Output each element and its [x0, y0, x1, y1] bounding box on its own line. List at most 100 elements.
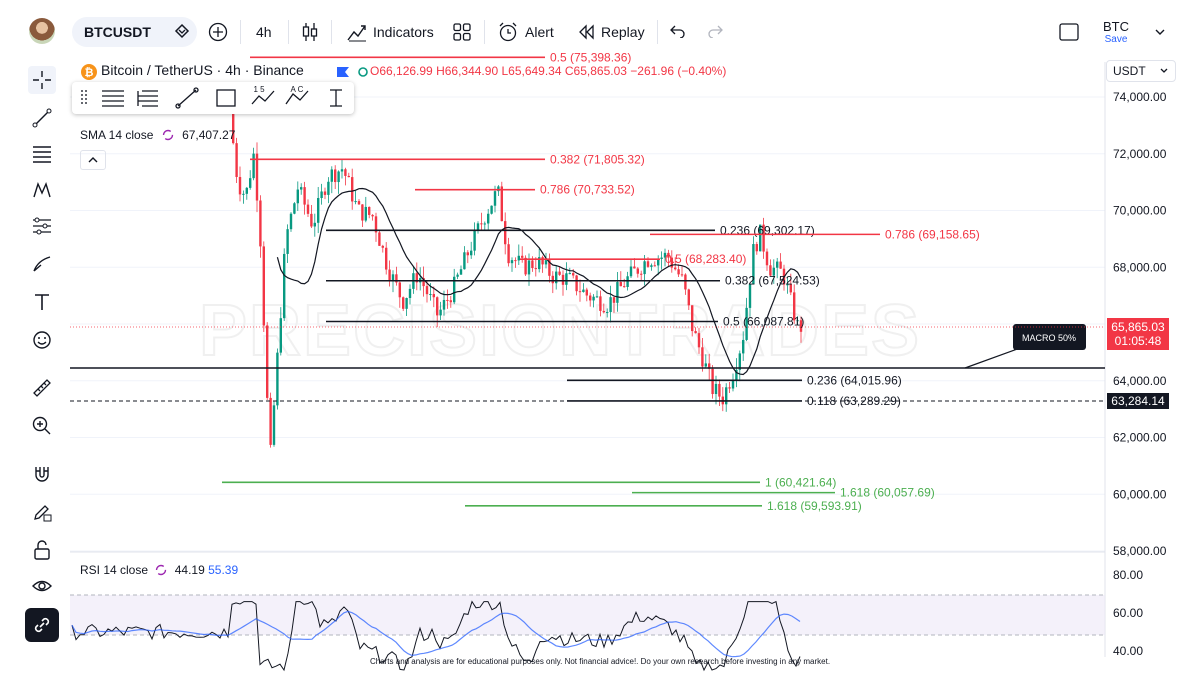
abc-pattern-icon	[285, 90, 309, 105]
candle-body	[255, 153, 259, 201]
candle-body	[572, 273, 575, 276]
replay-icon[interactable]	[577, 24, 595, 40]
candle-body	[327, 181, 330, 195]
prediction-tool[interactable]	[28, 212, 56, 240]
candle-body	[568, 273, 571, 275]
candle-body	[680, 274, 684, 276]
candle-body	[745, 307, 748, 340]
add-symbol-icon[interactable]	[208, 22, 228, 42]
unlock-icon	[34, 540, 50, 560]
currency-select[interactable]: USDT	[1106, 60, 1176, 82]
rsi-legend[interactable]: RSI 14 close 44.19 55.39	[80, 563, 238, 577]
price-tick-label: 60,000.00	[1113, 487, 1167, 501]
candle-body	[748, 284, 752, 308]
macro-label: MACRO 50%	[1022, 333, 1076, 343]
current-price-tag	[1107, 318, 1169, 350]
price-tick-label: 64,000.00	[1113, 374, 1167, 388]
open-value: O66,126.99	[370, 64, 433, 78]
ohlc-values: O66,126.99 H66,344.90 L65,649.34 C65,865…	[370, 64, 726, 78]
candle-body	[657, 258, 660, 266]
candle-body	[374, 216, 378, 233]
crosshair-tool[interactable]	[28, 66, 56, 94]
magnet-tool[interactable]	[28, 460, 56, 488]
candle-body	[337, 171, 340, 183]
alarm-clock-icon[interactable]	[497, 21, 519, 43]
chart-title: Bitcoin / TetherUS · 4h · Binance	[101, 62, 304, 78]
candle-body	[245, 187, 248, 194]
chart-grid	[70, 96, 1105, 552]
zoom-tool[interactable]	[28, 412, 56, 440]
indicators-icon[interactable]	[346, 22, 368, 42]
candles-icon[interactable]	[301, 21, 319, 43]
candle-body	[436, 297, 439, 316]
price-tick-label: 74,000.00	[1113, 90, 1167, 104]
sma-line	[276, 187, 802, 376]
save-button[interactable]: Save	[1104, 34, 1128, 45]
lock-tool[interactable]	[28, 536, 56, 564]
layout-name-save[interactable]: BTC Save	[1103, 20, 1129, 46]
candle-body	[334, 169, 337, 183]
left-toolbar	[0, 62, 70, 675]
fib-level-label: 0.382 (71,805.32)	[550, 152, 645, 166]
candle-body	[371, 214, 374, 217]
measure-tool[interactable]	[28, 374, 56, 402]
text-tool[interactable]	[28, 288, 56, 316]
candle-body	[293, 203, 296, 214]
macro-label-box[interactable]	[1013, 324, 1086, 350]
candle-body	[714, 383, 718, 395]
emoji-tool[interactable]	[28, 326, 56, 354]
candle-body	[660, 257, 663, 259]
candle-body	[391, 274, 395, 282]
sma-legend[interactable]: SMA 14 close 67,407.27	[80, 128, 235, 142]
candle-body	[378, 232, 381, 246]
price-tick-label: 58,000.00	[1113, 544, 1167, 558]
magnet-icon	[35, 467, 49, 482]
candle-body	[453, 276, 456, 303]
replay-button[interactable]: Replay	[601, 24, 645, 40]
rsi-ma-value: 55.39	[208, 563, 239, 577]
candle-body	[711, 368, 714, 395]
user-avatar[interactable]	[29, 18, 55, 44]
candle-body	[691, 305, 694, 332]
candle-body	[796, 320, 799, 322]
candle-body	[561, 274, 565, 285]
candle-body	[354, 201, 357, 203]
candle-body	[507, 244, 510, 264]
layout-square-icon[interactable]	[1058, 22, 1080, 42]
flag-icon[interactable]	[336, 66, 350, 78]
candle-body	[422, 278, 425, 287]
fibonacci-levels[interactable]: 0.5 (75,398.36) 0.382 (71,805.32) 0.786 (7…	[222, 50, 980, 513]
pattern-tool[interactable]	[28, 176, 56, 204]
low-value: L65,649.34	[501, 64, 562, 78]
candle-body	[677, 269, 680, 275]
candle-body	[650, 265, 653, 267]
candle-body	[589, 295, 592, 301]
candle-body	[789, 284, 792, 293]
trend-line-tool[interactable]	[28, 104, 56, 132]
templates-icon[interactable]	[452, 22, 472, 42]
candle-body	[439, 309, 442, 316]
candle-body	[385, 247, 388, 270]
indicators-button[interactable]: Indicators	[373, 24, 434, 40]
candle-body	[368, 206, 371, 215]
rsi-ma-line	[71, 610, 801, 658]
undo-icon[interactable]	[670, 24, 686, 38]
fib-tool[interactable]	[28, 140, 56, 168]
candle-body	[670, 257, 673, 268]
rsi-band	[70, 595, 1105, 635]
crosshair-icon	[33, 71, 51, 89]
heart-diamond-icon[interactable]	[174, 23, 190, 39]
redo-icon[interactable]	[707, 24, 723, 38]
lock-drawings-tool[interactable]	[28, 498, 56, 526]
sync-drawings-tool[interactable]	[25, 608, 59, 642]
hide-drawings-tool[interactable]	[28, 572, 56, 600]
collapse-legend-button[interactable]	[80, 150, 106, 170]
alert-button[interactable]: Alert	[525, 24, 554, 40]
sma-name: SMA 14 close	[80, 128, 154, 142]
candle-body	[779, 261, 782, 269]
candle-body	[623, 286, 626, 288]
brush-tool[interactable]	[28, 250, 56, 278]
chevron-down-icon[interactable]	[1154, 27, 1166, 37]
interval-button[interactable]: 4h	[256, 24, 272, 40]
